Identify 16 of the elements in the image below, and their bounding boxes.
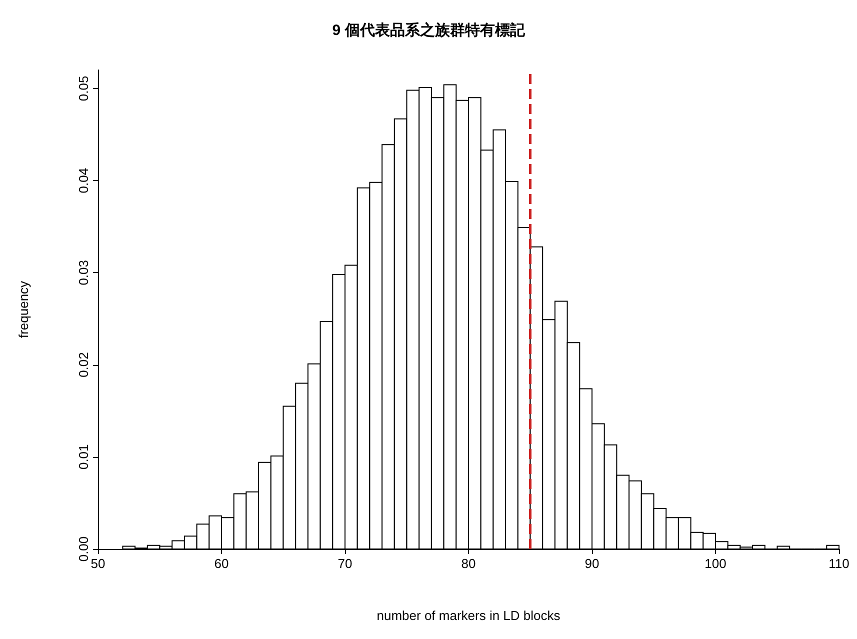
y-axis-title: frequency — [16, 280, 31, 338]
y-tick-label: 0.02 — [76, 352, 91, 378]
x-tick-label: 70 — [338, 556, 352, 571]
y-tick-label: 0.05 — [76, 76, 91, 102]
y-tick-label: 0.04 — [76, 168, 91, 194]
x-tick-label: 60 — [214, 556, 229, 571]
x-tick-label: 50 — [90, 556, 106, 571]
y-tick-label: 0.03 — [76, 260, 91, 286]
chart-title: 9 個代表品系之族群特有標記 — [332, 21, 526, 39]
x-tick-label: 110 — [828, 556, 850, 571]
x-tick-label: 90 — [584, 556, 600, 571]
y-tick-label: 0.01 — [76, 444, 91, 470]
y-tick-label: 0.00 — [76, 536, 91, 562]
x-tick-label: 80 — [461, 556, 476, 571]
x-axis-title: number of markers in LD blocks — [376, 608, 561, 623]
x-tick-label: 100 — [704, 556, 726, 571]
